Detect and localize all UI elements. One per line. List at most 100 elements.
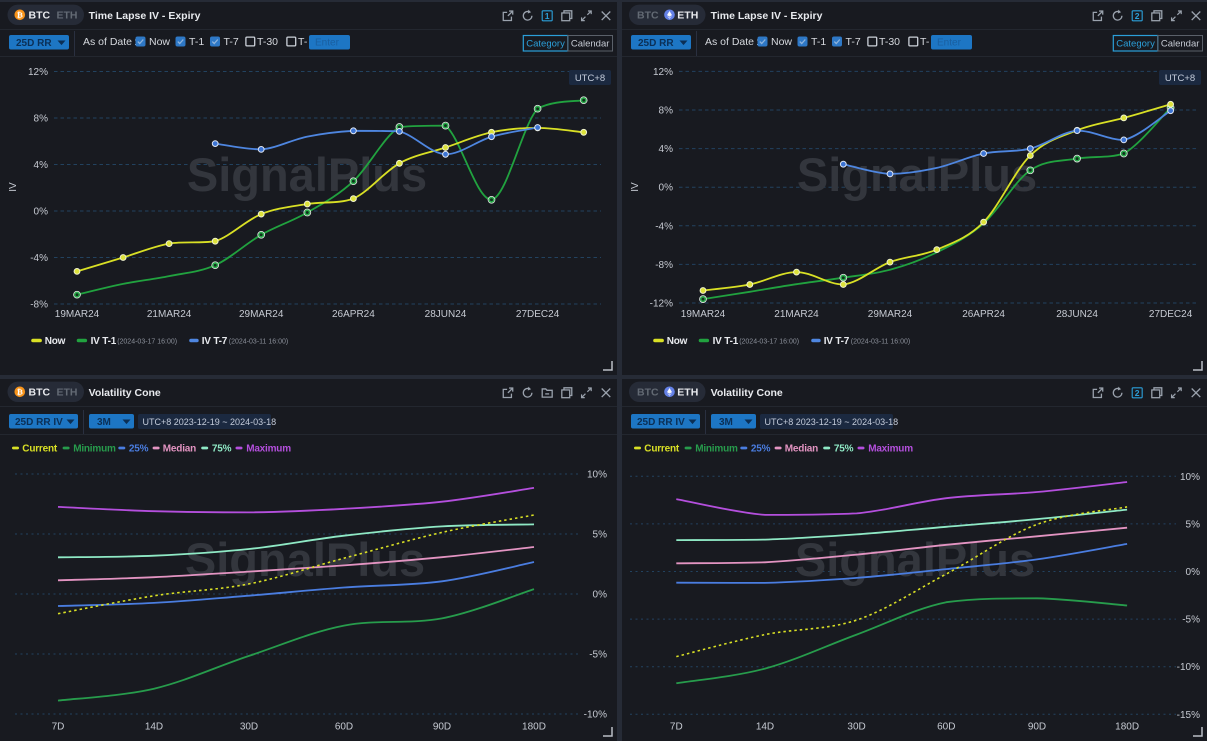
svg-text:2: 2 (1135, 388, 1140, 398)
svg-text:(2024-03-17 16:00): (2024-03-17 16:00) (117, 339, 177, 346)
svg-text:25D RR IV: 25D RR IV (637, 417, 685, 428)
svg-text:-8%: -8% (30, 300, 48, 311)
svg-text:60D: 60D (937, 722, 955, 733)
svg-text:Now: Now (667, 336, 688, 347)
svg-text:5%: 5% (1186, 519, 1201, 530)
svg-text:25D RR: 25D RR (638, 38, 674, 49)
svg-text:UTC+8: UTC+8 (575, 73, 605, 84)
svg-text:(2024-03-17 16:00): (2024-03-17 16:00) (739, 339, 799, 346)
svg-text:25%: 25% (129, 444, 149, 455)
svg-text:-5%: -5% (589, 650, 607, 661)
svg-text:Maximum: Maximum (868, 444, 913, 455)
svg-text:As of Date :: As of Date : (83, 36, 137, 48)
svg-text:180D: 180D (1115, 722, 1139, 733)
svg-text:-10%: -10% (584, 710, 607, 721)
svg-text:UTC+8: UTC+8 (1165, 73, 1195, 84)
svg-text:IV T-1: IV T-1 (91, 336, 117, 347)
svg-text:26APR24: 26APR24 (332, 309, 375, 320)
svg-text:IV T-7: IV T-7 (202, 336, 228, 347)
svg-text:Time Lapse IV - Expiry: Time Lapse IV - Expiry (711, 10, 823, 22)
svg-text:ETH: ETH (57, 386, 78, 398)
svg-text:BTC: BTC (29, 386, 51, 398)
svg-text:IV: IV (630, 182, 641, 192)
svg-text:₿: ₿ (17, 388, 23, 397)
svg-text:Maximum: Maximum (246, 444, 291, 455)
svg-text:60D: 60D (335, 722, 353, 733)
svg-text:28JUN24: 28JUN24 (1056, 309, 1098, 320)
svg-text:14D: 14D (756, 722, 774, 733)
svg-text:Median: Median (785, 444, 818, 455)
svg-text:30D: 30D (847, 722, 865, 733)
svg-text:Now: Now (771, 36, 792, 48)
svg-text:75%: 75% (834, 444, 854, 455)
svg-text:Current: Current (644, 444, 680, 455)
svg-text:4%: 4% (659, 144, 674, 155)
svg-text:21MAR24: 21MAR24 (147, 309, 192, 320)
svg-text:SignalPlus: SignalPlus (797, 148, 1037, 201)
svg-text:-5%: -5% (1182, 615, 1200, 626)
svg-text:Median: Median (163, 444, 196, 455)
svg-text:Now: Now (45, 336, 66, 347)
svg-text:-12%: -12% (650, 299, 673, 310)
svg-text:0%: 0% (659, 183, 674, 194)
svg-text:25D RR: 25D RR (16, 38, 52, 49)
svg-text:0%: 0% (593, 590, 608, 601)
svg-text:29MAR24: 29MAR24 (868, 309, 913, 320)
svg-text:Now: Now (149, 36, 170, 48)
svg-text:BTC: BTC (637, 9, 659, 21)
svg-text:-4%: -4% (655, 221, 673, 232)
svg-text:Category: Category (1116, 38, 1155, 49)
svg-text:-4%: -4% (30, 253, 48, 264)
svg-text:28JUN24: 28JUN24 (425, 309, 467, 320)
svg-text:Category: Category (526, 38, 565, 49)
svg-text:T-: T- (298, 36, 308, 48)
svg-text:7D: 7D (670, 722, 683, 733)
svg-text:IV: IV (8, 182, 19, 192)
svg-text:T-30: T-30 (879, 36, 900, 48)
svg-text:BTC: BTC (29, 9, 51, 21)
svg-text:T-1: T-1 (811, 36, 826, 48)
svg-text:As of Date :: As of Date : (705, 36, 759, 48)
svg-text:29MAR24: 29MAR24 (239, 309, 284, 320)
svg-text:12%: 12% (653, 67, 673, 78)
svg-text:-8%: -8% (655, 260, 673, 271)
svg-text:BTC: BTC (637, 386, 659, 398)
svg-text:SignalPlus: SignalPlus (187, 148, 427, 201)
svg-text:90D: 90D (1028, 722, 1046, 733)
svg-text:26APR24: 26APR24 (962, 309, 1005, 320)
svg-text:19MAR24: 19MAR24 (55, 309, 100, 320)
svg-text:4%: 4% (34, 160, 49, 171)
svg-text:IV T-7: IV T-7 (824, 336, 850, 347)
svg-text:₿: ₿ (17, 11, 23, 20)
svg-text:180D: 180D (522, 722, 546, 733)
svg-text:90D: 90D (433, 722, 451, 733)
svg-text:-15%: -15% (1177, 710, 1200, 721)
svg-text:27DEC24: 27DEC24 (1149, 309, 1193, 320)
svg-text:T-1: T-1 (189, 36, 204, 48)
svg-text:Current: Current (22, 444, 58, 455)
svg-text:Enter: Enter (315, 38, 340, 49)
svg-text:Minimum: Minimum (73, 444, 116, 455)
svg-text:(2024-03-11 16:00): (2024-03-11 16:00) (851, 339, 910, 346)
svg-text:10%: 10% (587, 470, 607, 481)
svg-text:7D: 7D (52, 722, 65, 733)
svg-text:T-7: T-7 (224, 36, 239, 48)
svg-text:19MAR24: 19MAR24 (681, 309, 726, 320)
svg-text:21MAR24: 21MAR24 (774, 309, 819, 320)
svg-text:25%: 25% (751, 444, 771, 455)
svg-text:Calendar: Calendar (1161, 38, 1200, 49)
svg-text:14D: 14D (145, 722, 163, 733)
svg-text:5%: 5% (593, 530, 608, 541)
svg-text:0%: 0% (1186, 567, 1201, 578)
svg-text:30D: 30D (240, 722, 258, 733)
svg-text:12%: 12% (28, 67, 48, 78)
svg-text:8%: 8% (34, 114, 49, 125)
svg-text:Volatility Cone: Volatility Cone (89, 387, 161, 399)
svg-text:75%: 75% (212, 444, 232, 455)
svg-text:T-: T- (920, 36, 930, 48)
svg-text:-10%: -10% (1177, 662, 1200, 673)
svg-text:3M: 3M (97, 417, 111, 428)
svg-text:T-7: T-7 (846, 36, 861, 48)
svg-text:25D RR IV: 25D RR IV (15, 417, 63, 428)
svg-text:3M: 3M (719, 417, 733, 428)
